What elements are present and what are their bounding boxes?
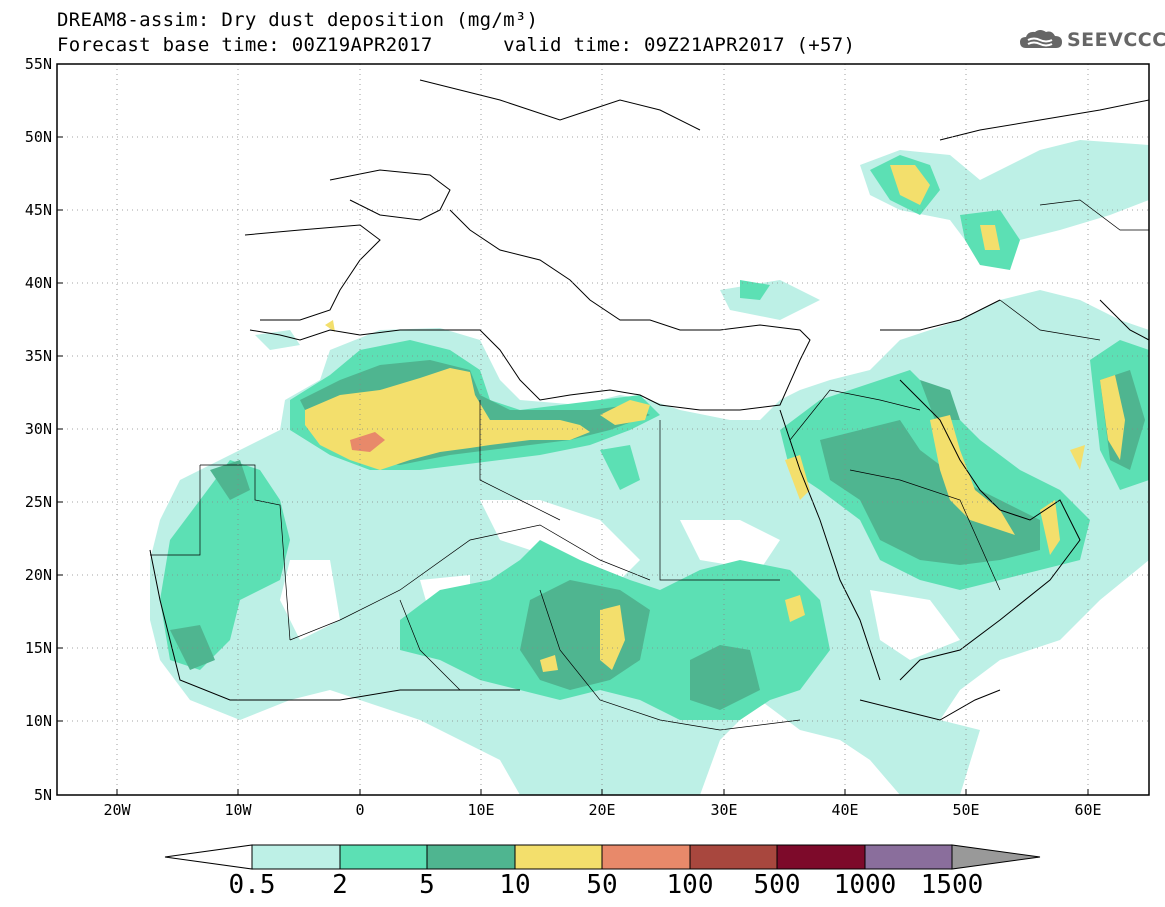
lat-label: 55N xyxy=(24,55,52,73)
seevccc-logo: SEEVCCC xyxy=(1018,28,1165,52)
lat-label: 50N xyxy=(24,128,52,146)
colorbar-bin xyxy=(689,844,778,870)
colorbar-label: 500 xyxy=(753,870,801,900)
colorbar-label: 100 xyxy=(666,870,714,900)
lon-label: 20E xyxy=(588,801,616,819)
colorbar-label: 0.5 xyxy=(228,870,276,900)
lon-label: 40E xyxy=(831,801,859,819)
colorbar-bin xyxy=(864,844,953,870)
colorbar-bin xyxy=(426,844,516,870)
graticule xyxy=(57,64,1149,795)
lon-label: 10W xyxy=(224,801,252,819)
colorbar xyxy=(164,844,1041,870)
map-subtitle: Forecast base time: 00Z19APR2017 valid t… xyxy=(57,34,856,56)
lon-label: 10E xyxy=(467,801,495,819)
lat-label: 45N xyxy=(24,201,52,219)
lat-label: 35N xyxy=(24,347,52,365)
colorbar-bin xyxy=(601,844,691,870)
lat-label: 40N xyxy=(24,274,52,292)
colorbar-label: 1000 xyxy=(833,870,897,900)
lon-label: 50E xyxy=(952,801,980,819)
colorbar-bin xyxy=(776,844,866,870)
dust-deposition-field xyxy=(150,140,1149,795)
colorbar-extend-low xyxy=(164,844,253,870)
colorbar-label: 1500 xyxy=(920,870,984,900)
coastlines xyxy=(149,79,1149,721)
cloud-icon xyxy=(1020,30,1062,48)
lon-label: 20W xyxy=(103,801,131,819)
lat-label: 5N xyxy=(33,786,52,804)
colorbar-bin xyxy=(514,844,603,870)
colorbar-extend-high xyxy=(951,844,1041,870)
lon-label: 0 xyxy=(355,801,365,819)
colorbar-label: 5 xyxy=(419,870,435,900)
colorbar-label: 10 xyxy=(499,870,531,900)
country-borders xyxy=(150,199,1149,731)
lat-label: 30N xyxy=(24,420,52,438)
colorbar-bin xyxy=(339,844,428,870)
lat-label: 20N xyxy=(24,566,52,584)
logo-text: SEEVCCC xyxy=(1067,29,1165,51)
lon-label: 60E xyxy=(1074,801,1102,819)
colorbar-label: 2 xyxy=(332,870,348,900)
lat-label: 10N xyxy=(24,712,52,730)
axis-ticks xyxy=(57,136,1089,795)
lat-label: 15N xyxy=(24,639,52,657)
lon-label: 30E xyxy=(710,801,738,819)
colorbar-label: 50 xyxy=(586,870,618,900)
map-title: DREAM8-assim: Dry dust deposition (mg/m³… xyxy=(57,9,539,31)
colorbar-bin xyxy=(251,844,341,870)
lat-label: 25N xyxy=(24,493,52,511)
